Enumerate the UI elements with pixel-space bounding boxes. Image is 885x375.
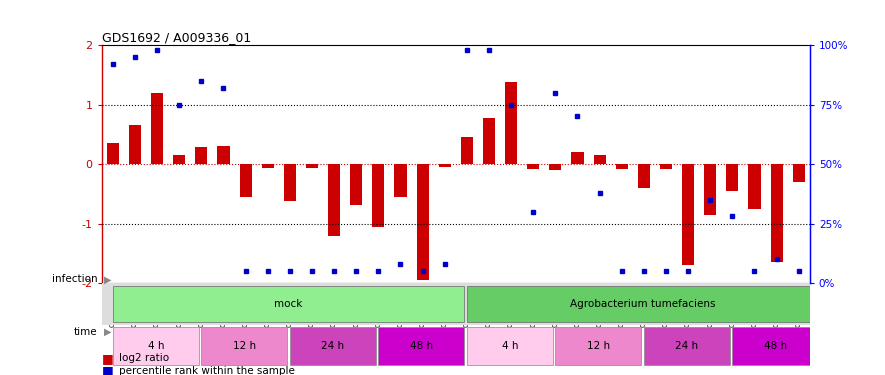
- Bar: [660, 164, 672, 169]
- Bar: [395, 164, 406, 197]
- Bar: [483, 118, 495, 164]
- Text: 24 h: 24 h: [675, 341, 698, 351]
- Bar: [527, 164, 539, 169]
- Text: ■: ■: [102, 364, 113, 375]
- Bar: [151, 93, 163, 164]
- Bar: [556, 327, 641, 365]
- Bar: [113, 286, 465, 322]
- Bar: [704, 164, 716, 214]
- Bar: [793, 164, 804, 182]
- Text: GDS1692 / A009336_01: GDS1692 / A009336_01: [102, 31, 251, 44]
- Text: mock: mock: [274, 299, 303, 309]
- Text: time: time: [73, 327, 97, 337]
- Bar: [467, 327, 552, 365]
- Bar: [467, 286, 819, 322]
- Bar: [439, 164, 450, 167]
- Text: 48 h: 48 h: [764, 341, 787, 351]
- Bar: [107, 143, 119, 164]
- Text: infection: infection: [51, 274, 97, 284]
- Bar: [417, 164, 428, 280]
- Bar: [505, 82, 517, 164]
- Text: 48 h: 48 h: [410, 341, 433, 351]
- Bar: [262, 164, 273, 168]
- Bar: [594, 155, 605, 164]
- Bar: [373, 164, 384, 226]
- Bar: [196, 147, 207, 164]
- Bar: [173, 155, 185, 164]
- Bar: [350, 164, 362, 205]
- Bar: [240, 164, 251, 197]
- Bar: [644, 327, 729, 365]
- Bar: [733, 327, 818, 365]
- Text: ▶: ▶: [104, 327, 111, 337]
- Bar: [202, 327, 287, 365]
- Text: 12 h: 12 h: [587, 341, 610, 351]
- Text: percentile rank within the sample: percentile rank within the sample: [119, 366, 296, 375]
- Text: log2 ratio: log2 ratio: [119, 353, 170, 363]
- Text: ▶: ▶: [104, 274, 111, 284]
- Bar: [616, 164, 627, 169]
- Bar: [284, 164, 296, 201]
- Bar: [379, 327, 464, 365]
- Bar: [328, 164, 340, 236]
- Text: 4 h: 4 h: [148, 341, 164, 351]
- Text: 4 h: 4 h: [502, 341, 518, 351]
- Bar: [218, 146, 229, 164]
- Bar: [749, 164, 760, 209]
- Bar: [461, 137, 473, 164]
- Bar: [306, 164, 318, 168]
- Bar: [129, 125, 141, 164]
- Bar: [771, 164, 782, 262]
- Bar: [550, 164, 561, 170]
- Bar: [290, 327, 375, 365]
- Text: 12 h: 12 h: [233, 341, 256, 351]
- Text: 24 h: 24 h: [321, 341, 344, 351]
- Bar: [113, 327, 198, 365]
- Bar: [727, 164, 738, 191]
- Bar: [572, 152, 583, 164]
- Bar: [682, 164, 694, 265]
- Text: ■: ■: [102, 352, 113, 364]
- Bar: [638, 164, 650, 188]
- Text: Agrobacterium tumefaciens: Agrobacterium tumefaciens: [570, 299, 715, 309]
